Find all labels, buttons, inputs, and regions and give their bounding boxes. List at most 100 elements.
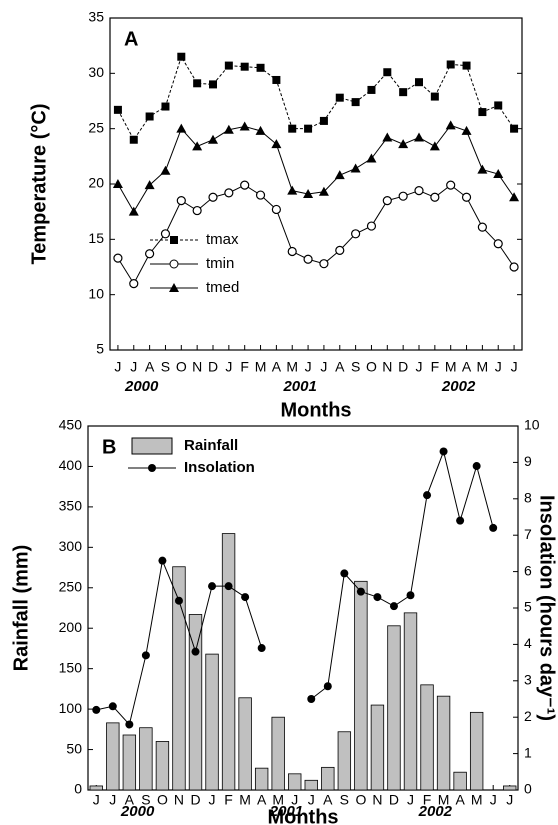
bar [89, 785, 103, 791]
marker [144, 180, 155, 190]
marker [160, 165, 171, 175]
x-tick-label: D [389, 792, 399, 808]
bar [271, 716, 285, 791]
marker [160, 229, 171, 239]
marker [356, 587, 365, 596]
bar [420, 684, 434, 791]
x-tick-label: A [455, 792, 465, 808]
marker [323, 682, 332, 691]
x-tick-label: M [477, 359, 489, 375]
x-axis-label: Months [267, 806, 338, 825]
marker [208, 134, 218, 144]
x-tick-label: A [272, 359, 282, 375]
year-label: 2001 [282, 378, 316, 395]
year-label: 2001 [269, 803, 303, 820]
marker [493, 239, 503, 249]
legend-marker [170, 236, 178, 244]
marker [158, 556, 167, 565]
y2-tick-label: 0 [524, 781, 532, 797]
marker [240, 180, 250, 190]
y-axis-label: Rainfall (mm) [10, 545, 32, 672]
y-tick-label: 25 [88, 119, 104, 135]
marker [319, 259, 329, 269]
x-tick-label: A [323, 792, 333, 808]
marker [383, 68, 392, 77]
marker [192, 205, 202, 216]
y-tick-label: 100 [59, 700, 83, 716]
marker [351, 229, 361, 239]
marker [145, 112, 154, 121]
marker [223, 124, 234, 134]
x-tick-label: M [239, 792, 251, 808]
x-tick-label: J [407, 792, 414, 808]
legend-label: tmax [206, 231, 239, 248]
marker [112, 179, 123, 188]
bar [354, 580, 368, 791]
y-axis-label: Temperature (°C) [28, 104, 50, 265]
marker [351, 98, 360, 107]
marker [366, 221, 377, 231]
x-tick-label: J [114, 359, 121, 375]
marker [509, 192, 520, 202]
y-tick-label: 450 [59, 417, 83, 433]
x-tick-label: J [109, 792, 116, 808]
bar [221, 533, 236, 791]
marker [239, 121, 250, 131]
bar [337, 731, 352, 791]
panel-label: B [102, 436, 116, 458]
y-tick-label: 15 [88, 230, 104, 246]
marker [335, 93, 344, 102]
bar [304, 779, 318, 791]
y2-tick-label: 6 [524, 562, 532, 578]
legend-swatch [131, 437, 173, 455]
x-tick-label: J [291, 792, 298, 808]
y2-tick-label: 10 [524, 417, 540, 433]
bar [436, 695, 451, 791]
y2-tick-label: 9 [524, 453, 532, 469]
marker [509, 262, 519, 272]
marker [439, 447, 448, 456]
marker [319, 116, 328, 125]
marker [191, 647, 200, 656]
marker [174, 596, 183, 605]
x-tick-label: A [125, 792, 135, 808]
marker [92, 705, 101, 714]
marker [208, 582, 217, 591]
marker [478, 108, 487, 117]
marker [257, 644, 266, 653]
x-tick-label: A [462, 359, 472, 375]
y-tick-label: 350 [59, 498, 83, 514]
marker [335, 245, 345, 255]
marker [307, 695, 316, 703]
marker [209, 80, 217, 89]
marker [406, 591, 415, 600]
x-tick-label: J [93, 792, 100, 808]
x-tick-label: S [340, 792, 349, 808]
y-tick-label: 5 [96, 341, 104, 357]
year-label: 2002 [418, 803, 453, 820]
marker [255, 125, 266, 135]
x-tick-label: J [209, 792, 216, 808]
y-tick-label: 50 [66, 740, 82, 756]
x-tick-label: D [208, 359, 218, 375]
x-tick-label: M [255, 359, 267, 375]
bar [370, 704, 385, 791]
x-tick-label: F [240, 359, 249, 375]
marker [303, 188, 314, 198]
x-tick-label: J [130, 359, 137, 375]
year-label: 2000 [120, 803, 155, 820]
legend-label: tmed [206, 279, 239, 296]
x-tick-label: S [351, 359, 360, 375]
marker [271, 204, 281, 215]
marker [373, 593, 382, 602]
marker [446, 60, 455, 69]
x-tick-label: M [286, 359, 298, 375]
marker [477, 222, 487, 232]
x-tick-label: O [355, 792, 366, 808]
marker [472, 462, 481, 471]
x-tick-label: S [141, 792, 150, 808]
marker [304, 124, 313, 133]
series-line [117, 55, 515, 141]
x-tick-label: N [192, 359, 202, 375]
marker [113, 105, 122, 114]
